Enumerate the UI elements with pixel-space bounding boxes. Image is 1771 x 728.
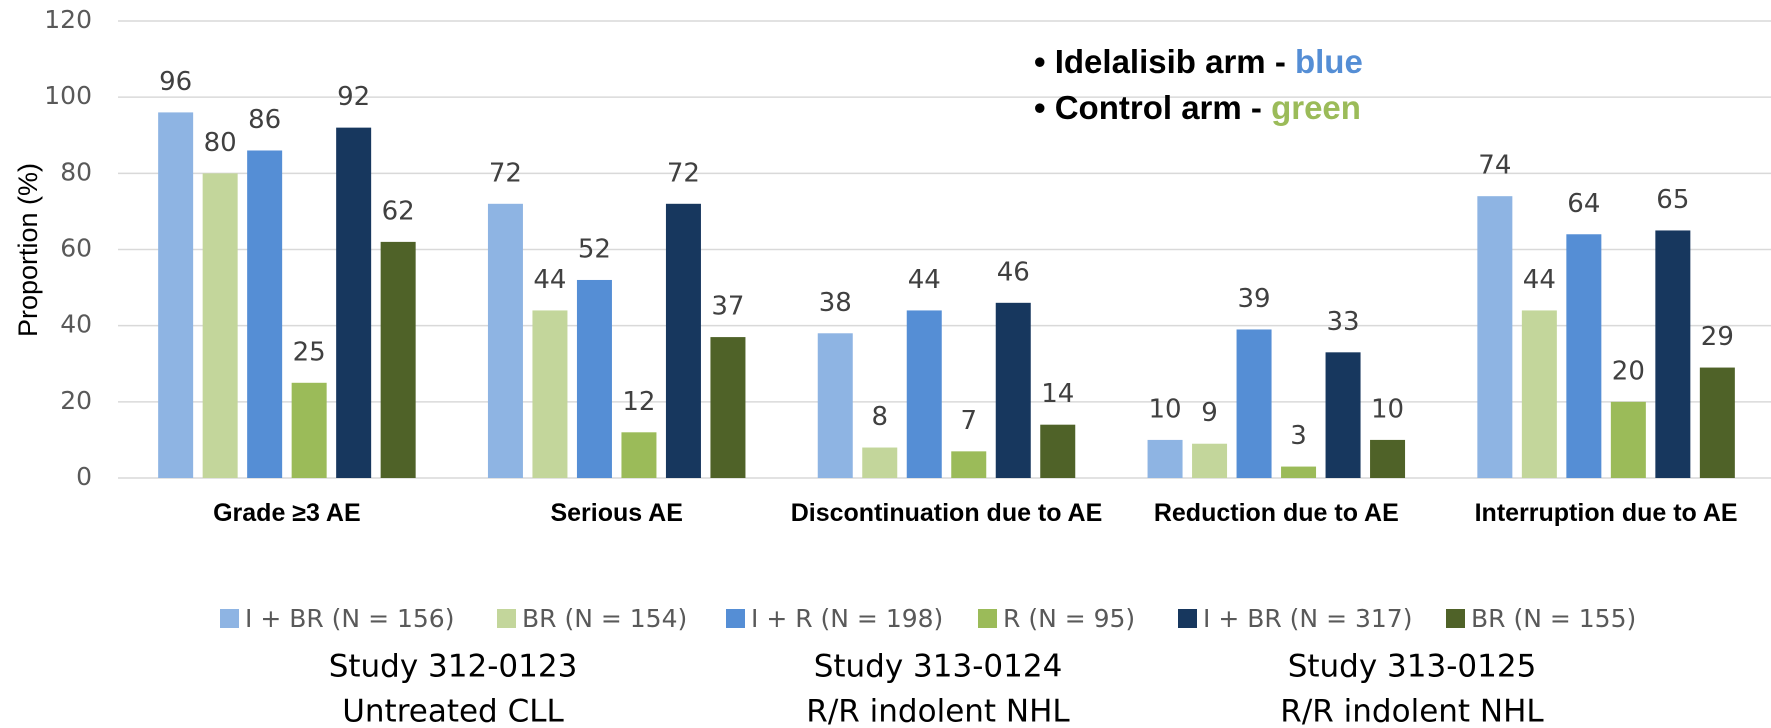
y-tick-label: 40 <box>60 310 92 339</box>
bar <box>1281 466 1317 478</box>
value-label: 38 <box>819 288 852 318</box>
y-tick-label: 80 <box>60 157 92 186</box>
legend-label: I + BR (N = 156) <box>245 604 454 633</box>
bar <box>1370 439 1406 478</box>
value-label: 20 <box>1612 356 1645 386</box>
value-label: 65 <box>1656 185 1689 215</box>
bar <box>158 112 194 479</box>
bar <box>621 432 657 478</box>
legend-swatch <box>1178 609 1197 628</box>
legend-swatch <box>497 609 516 628</box>
bar <box>380 241 416 478</box>
value-label: 96 <box>159 67 192 97</box>
value-label: 33 <box>1327 307 1360 337</box>
value-label: 74 <box>1478 151 1511 181</box>
value-label: 86 <box>248 105 281 135</box>
bar <box>1610 401 1646 478</box>
study-title: Study 313-0124 <box>814 649 1063 685</box>
value-label: 62 <box>382 196 415 226</box>
value-label: 92 <box>337 82 370 112</box>
study-subtitle: Untreated CLL <box>342 694 564 728</box>
x-tick-label: Grade ≥3 AE <box>213 499 361 527</box>
bar <box>1325 352 1361 478</box>
bar <box>1192 443 1228 478</box>
y-tick-label: 60 <box>60 234 92 263</box>
value-label: 14 <box>1041 379 1074 409</box>
bar <box>710 337 746 478</box>
value-label: 72 <box>667 158 700 188</box>
value-label: 37 <box>711 292 744 322</box>
value-label: 44 <box>533 265 566 295</box>
study-title: Study 312-0123 <box>329 649 578 685</box>
bar <box>291 382 327 478</box>
y-axis-title: Proportion (%) <box>13 163 43 337</box>
value-label: 8 <box>871 402 888 432</box>
value-label: 3 <box>1290 421 1307 451</box>
study-subtitle: R/R indolent NHL <box>806 694 1070 728</box>
annotation: • Idelalisib arm - blue <box>1034 43 1363 80</box>
value-label: 44 <box>908 265 941 295</box>
value-label: 46 <box>997 257 1030 287</box>
legend-swatch <box>978 609 997 628</box>
y-tick-label: 120 <box>44 5 92 34</box>
y-tick-label: 0 <box>76 462 92 491</box>
study-subtitle: R/R indolent NHL <box>1280 694 1544 728</box>
legend-swatch <box>726 609 745 628</box>
bar <box>1147 439 1183 478</box>
value-label: 39 <box>1238 284 1271 314</box>
legend-label: I + R (N = 198) <box>751 604 943 633</box>
study-title: Study 313-0125 <box>1288 649 1537 685</box>
legend-swatch <box>220 609 239 628</box>
y-tick-label: 20 <box>60 386 92 415</box>
x-tick-label: Discontinuation due to AE <box>790 499 1103 527</box>
bar <box>576 279 612 478</box>
x-tick-label: Serious AE <box>550 499 683 527</box>
value-label: 44 <box>1523 265 1556 295</box>
legend-label: I + BR (N = 317) <box>1203 604 1412 633</box>
value-label: 9 <box>1201 398 1218 428</box>
bar <box>247 150 283 478</box>
bar <box>862 447 898 478</box>
bar <box>1236 329 1272 478</box>
bar <box>202 173 238 479</box>
value-label: 72 <box>489 158 522 188</box>
bar <box>487 203 523 479</box>
bar <box>817 333 853 478</box>
value-label: 12 <box>622 387 655 417</box>
bar <box>995 302 1031 478</box>
x-tick-label: Interruption due to AE <box>1474 499 1738 527</box>
annotation-highlight: green <box>1271 89 1361 126</box>
annotation: • Control arm - green <box>1034 89 1361 126</box>
legend-label: BR (N = 155) <box>1471 604 1636 633</box>
annotation-text: • Control arm - <box>1034 89 1271 126</box>
value-label: 10 <box>1149 394 1182 424</box>
bar <box>665 203 701 479</box>
bar <box>532 310 568 478</box>
legend-label: R (N = 95) <box>1003 604 1135 633</box>
value-label: 80 <box>204 128 237 158</box>
value-label: 64 <box>1567 189 1600 219</box>
annotation-highlight: blue <box>1295 43 1363 80</box>
bar <box>906 310 942 478</box>
value-label: 10 <box>1371 394 1404 424</box>
bar <box>951 451 987 478</box>
value-label: 7 <box>960 406 977 436</box>
bar <box>336 127 372 478</box>
bar <box>1699 367 1735 478</box>
legend-label: BR (N = 154) <box>522 604 687 633</box>
value-label: 25 <box>293 337 326 367</box>
legend-swatch <box>1446 609 1465 628</box>
bar <box>1477 196 1513 478</box>
bar <box>1040 424 1076 478</box>
y-tick-label: 100 <box>44 81 92 110</box>
value-label: 52 <box>578 234 611 264</box>
annotation-text: • Idelalisib arm - <box>1034 43 1295 80</box>
x-tick-label: Reduction due to AE <box>1153 499 1399 527</box>
bar <box>1655 230 1691 478</box>
bar <box>1566 234 1602 478</box>
value-label: 29 <box>1701 322 1734 352</box>
bar <box>1521 310 1557 478</box>
